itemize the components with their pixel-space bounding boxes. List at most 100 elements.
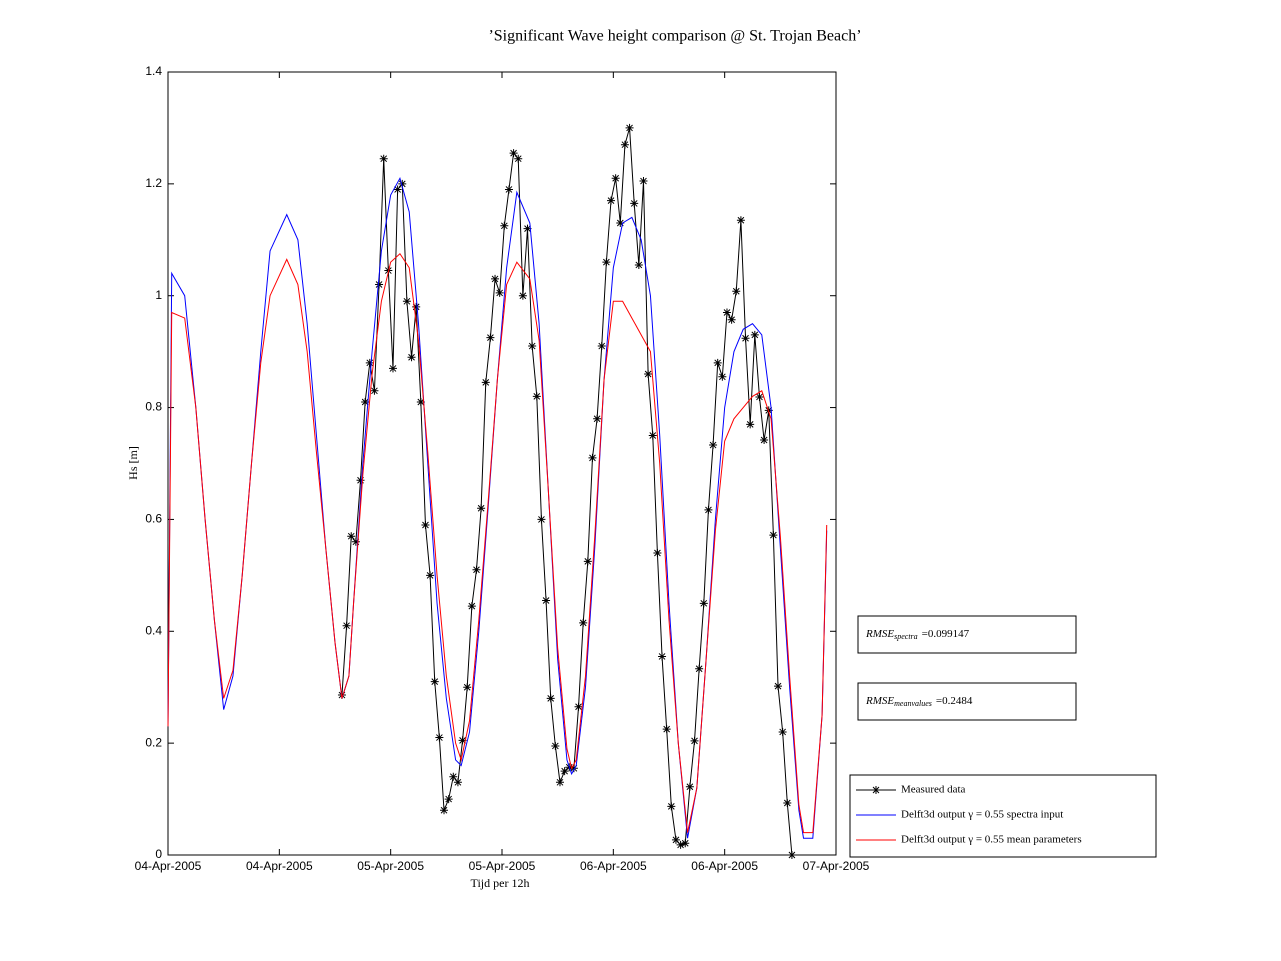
series-line <box>167 253 828 834</box>
legend-label: Measured data <box>901 784 966 796</box>
star-marker <box>722 308 731 317</box>
star-marker <box>453 778 462 787</box>
star-marker <box>388 364 397 373</box>
star-marker <box>486 333 495 342</box>
star-marker <box>588 453 597 462</box>
star-marker <box>504 185 513 194</box>
star-marker <box>787 851 796 859</box>
legend-label: Delft3d output γ = 0.55 mean parameters <box>901 834 1082 846</box>
star-marker <box>783 798 792 807</box>
x-tick-label: 06-Apr-2005 <box>691 859 758 873</box>
x-tick-label: 06-Apr-2005 <box>580 859 647 873</box>
star-marker <box>644 370 653 379</box>
star-marker <box>569 764 578 773</box>
star-marker <box>365 358 374 367</box>
star-marker <box>658 652 667 661</box>
legend-marker <box>872 786 880 794</box>
star-marker <box>574 702 583 711</box>
star-marker <box>370 386 379 395</box>
annotation-label: RMSE <box>865 628 894 640</box>
star-marker <box>625 123 634 132</box>
star-marker <box>449 772 458 781</box>
annotation-value: =0.099147 <box>922 628 970 640</box>
star-marker <box>662 725 671 734</box>
star-marker <box>523 224 532 233</box>
star-marker <box>667 802 676 811</box>
star-marker <box>416 397 425 406</box>
star-marker <box>736 216 745 225</box>
y-tick-label: 1.2 <box>145 176 162 190</box>
star-marker <box>709 441 718 450</box>
star-marker <box>750 330 759 339</box>
star-marker <box>760 436 769 445</box>
legend-label: Delft3d output γ = 0.55 spectra input <box>901 809 1063 821</box>
star-marker <box>579 618 588 627</box>
y-tick-label: 0 <box>155 847 162 861</box>
star-marker <box>551 741 560 750</box>
annotation-text: RMSEspectra =0.099147 <box>865 628 970 641</box>
star-marker <box>690 736 699 745</box>
x-tick-label: 04-Apr-2005 <box>246 859 313 873</box>
star-marker <box>435 733 444 742</box>
star-marker <box>774 682 783 691</box>
star-marker <box>769 531 778 540</box>
star-marker <box>440 806 449 815</box>
star-marker <box>727 315 736 324</box>
star-marker <box>681 839 690 848</box>
star-marker <box>620 140 629 149</box>
star-marker <box>528 342 537 351</box>
star-marker <box>704 505 713 514</box>
star-marker <box>342 621 351 630</box>
star-marker <box>542 596 551 605</box>
star-marker <box>639 177 648 186</box>
series-line <box>167 176 828 839</box>
annotation-value: =0.2484 <box>936 695 973 707</box>
x-tick-label: 07-Apr-2005 <box>803 859 870 873</box>
star-marker <box>741 334 750 343</box>
x-tick-label: 04-Apr-2005 <box>135 859 202 873</box>
star-marker <box>458 736 467 745</box>
star-marker <box>509 149 518 158</box>
annotation-subscript: spectra <box>894 632 918 641</box>
star-marker <box>695 664 704 673</box>
annotation-subscript: meanvalues <box>894 699 932 708</box>
star-marker <box>648 431 657 440</box>
star-marker <box>481 378 490 387</box>
star-marker <box>426 571 435 580</box>
legend-box <box>849 774 1157 858</box>
star-marker <box>407 353 416 362</box>
star-marker <box>602 258 611 267</box>
annotation-box <box>857 682 1077 721</box>
star-marker <box>685 782 694 791</box>
star-marker <box>518 291 527 300</box>
y-tick-label: 1.4 <box>145 64 162 78</box>
star-marker <box>356 476 365 485</box>
annotation-text: RMSEmeanvalues =0.2484 <box>865 695 973 708</box>
y-axis-label: Hs [m] <box>126 446 140 480</box>
star-marker <box>537 515 546 524</box>
star-marker <box>653 548 662 557</box>
star-marker <box>755 392 764 401</box>
star-marker <box>616 219 625 228</box>
star-marker <box>361 397 370 406</box>
star-marker <box>472 565 481 574</box>
x-axis-label: Tijd per 12h <box>471 876 530 890</box>
star-marker <box>444 795 453 804</box>
star-marker <box>491 274 500 283</box>
star-marker <box>611 174 620 183</box>
star-marker <box>718 372 727 381</box>
star-marker <box>532 392 541 401</box>
star-marker <box>412 302 421 311</box>
annotation-label: RMSE <box>865 695 894 707</box>
y-tick-label: 1 <box>155 288 162 302</box>
y-tick-label: 0.6 <box>145 512 162 526</box>
star-marker <box>555 778 564 787</box>
star-marker <box>630 199 639 208</box>
star-marker <box>514 154 523 163</box>
star-marker <box>607 196 616 205</box>
star-marker <box>593 414 602 423</box>
star-marker <box>713 358 722 367</box>
star-marker <box>671 835 680 844</box>
